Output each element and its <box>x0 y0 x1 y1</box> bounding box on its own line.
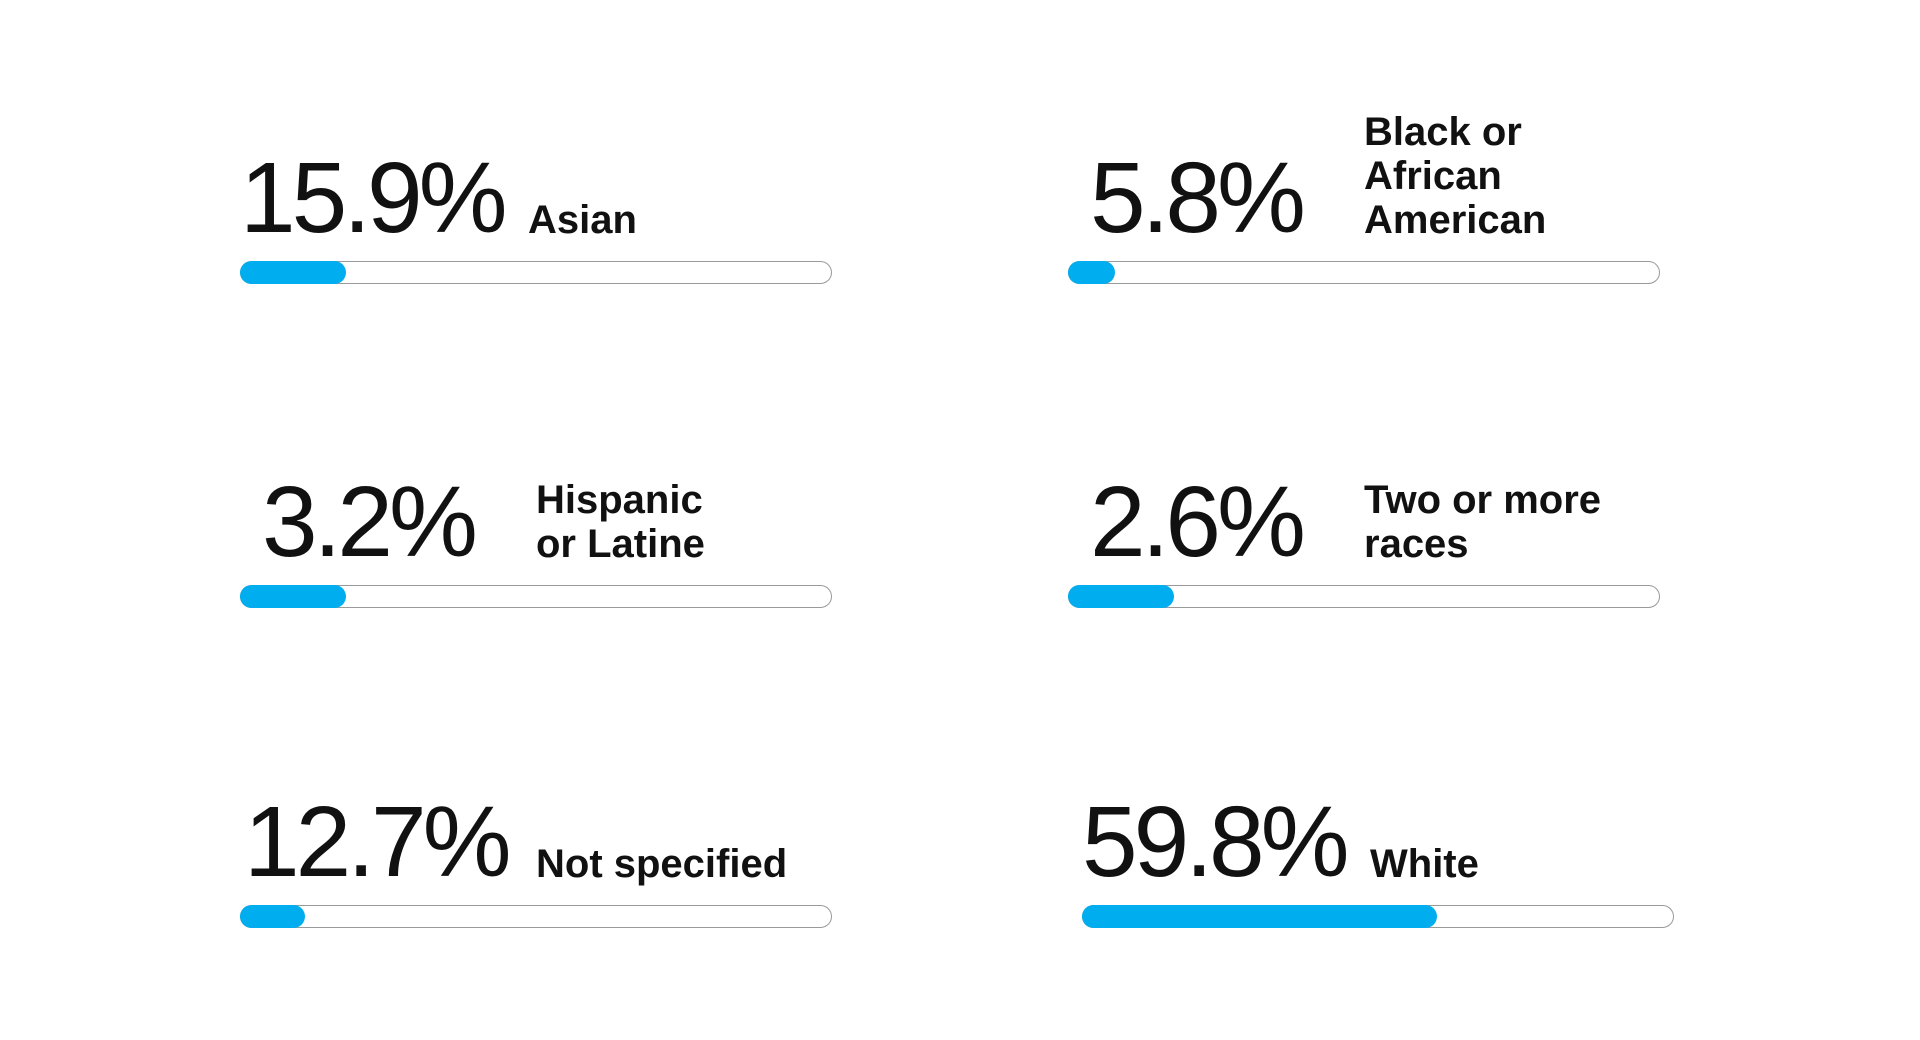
stat-two-or-more-races: 2.6% Two or more races <box>1067 448 1668 608</box>
stat-not-specified: 12.7% Not specified <box>239 768 840 928</box>
progress-track <box>239 904 832 928</box>
stat-label: Asian <box>528 198 637 242</box>
stat-label: White <box>1370 842 1479 886</box>
stat-hispanic-or-latine: 3.2% Hispanic or Latine <box>239 448 840 608</box>
progress-track <box>239 584 832 608</box>
stat-black-or-african-american: 5.8% Black or African American <box>1067 110 1668 284</box>
stat-asian: 15.9% Asian <box>239 124 840 284</box>
progress-track <box>1081 904 1674 928</box>
stat-value: 3.2% <box>262 466 478 578</box>
progress-fill <box>239 260 347 284</box>
progress-track <box>1067 584 1660 608</box>
progress-fill <box>239 584 347 608</box>
stat-label: Hispanic or Latine <box>536 478 705 566</box>
stat-white: 59.8% White <box>1081 768 1682 928</box>
progress-fill <box>1067 260 1115 284</box>
stat-value: 15.9% <box>240 142 508 254</box>
progress-track <box>1067 260 1660 284</box>
progress-track <box>239 260 832 284</box>
stat-label: Black or African American <box>1364 110 1547 242</box>
progress-fill <box>1067 584 1175 608</box>
stat-label: Two or more races <box>1364 478 1602 566</box>
progress-fill <box>1081 904 1437 928</box>
stat-value: 5.8% <box>1090 142 1306 254</box>
stat-value: 2.6% <box>1090 466 1306 578</box>
progress-fill <box>239 904 305 928</box>
stat-value: 12.7% <box>244 786 512 898</box>
stat-value: 59.8% <box>1082 786 1350 898</box>
stat-label: Not specified <box>536 842 788 886</box>
